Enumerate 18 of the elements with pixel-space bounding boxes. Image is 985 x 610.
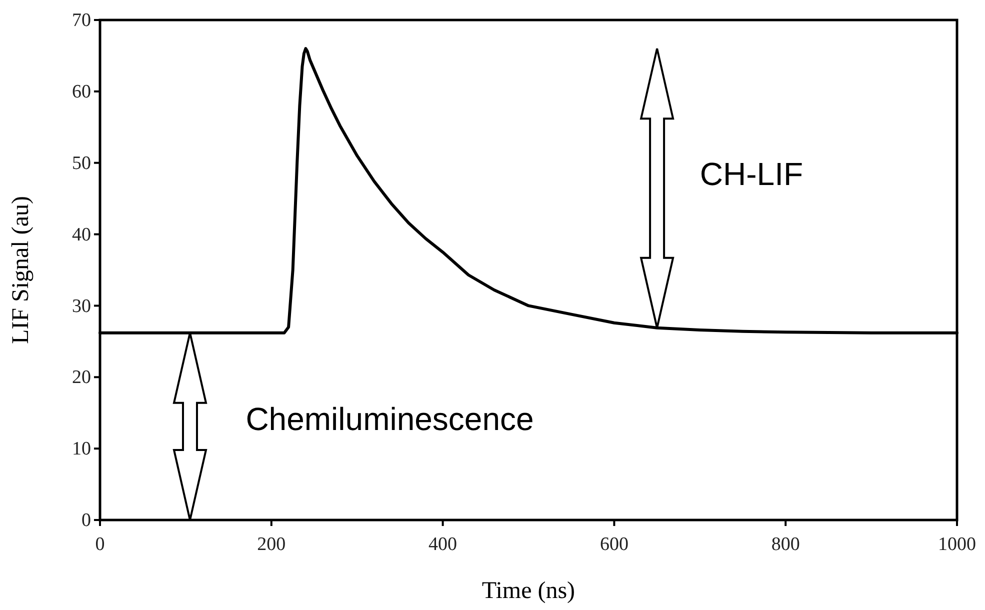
y-tick-label: 10 xyxy=(72,438,91,460)
x-tick-label: 600 xyxy=(600,534,628,555)
y-axis-title: LIF Signal (au) xyxy=(8,196,34,344)
y-tick-label: 30 xyxy=(72,296,91,317)
x-axis-title: Time (ns) xyxy=(482,578,576,604)
x-tick-label: 200 xyxy=(257,534,286,555)
y-tick-label: 0 xyxy=(82,510,91,532)
annotation: Chemiluminescence xyxy=(246,401,534,437)
annotation: CH-LIF xyxy=(700,156,804,192)
y-tick-label: 70 xyxy=(72,10,91,32)
y-tick-label: 20 xyxy=(72,367,91,388)
y-tick-label: 40 xyxy=(72,224,91,246)
x-tick-label: 1000 xyxy=(938,534,976,555)
x-tick-label: 0 xyxy=(95,534,105,555)
y-tick-label: 60 xyxy=(72,82,91,103)
x-tick-label: 800 xyxy=(771,534,800,555)
y-tick-label: 50 xyxy=(72,152,91,174)
x-tick-label: 400 xyxy=(428,534,458,555)
